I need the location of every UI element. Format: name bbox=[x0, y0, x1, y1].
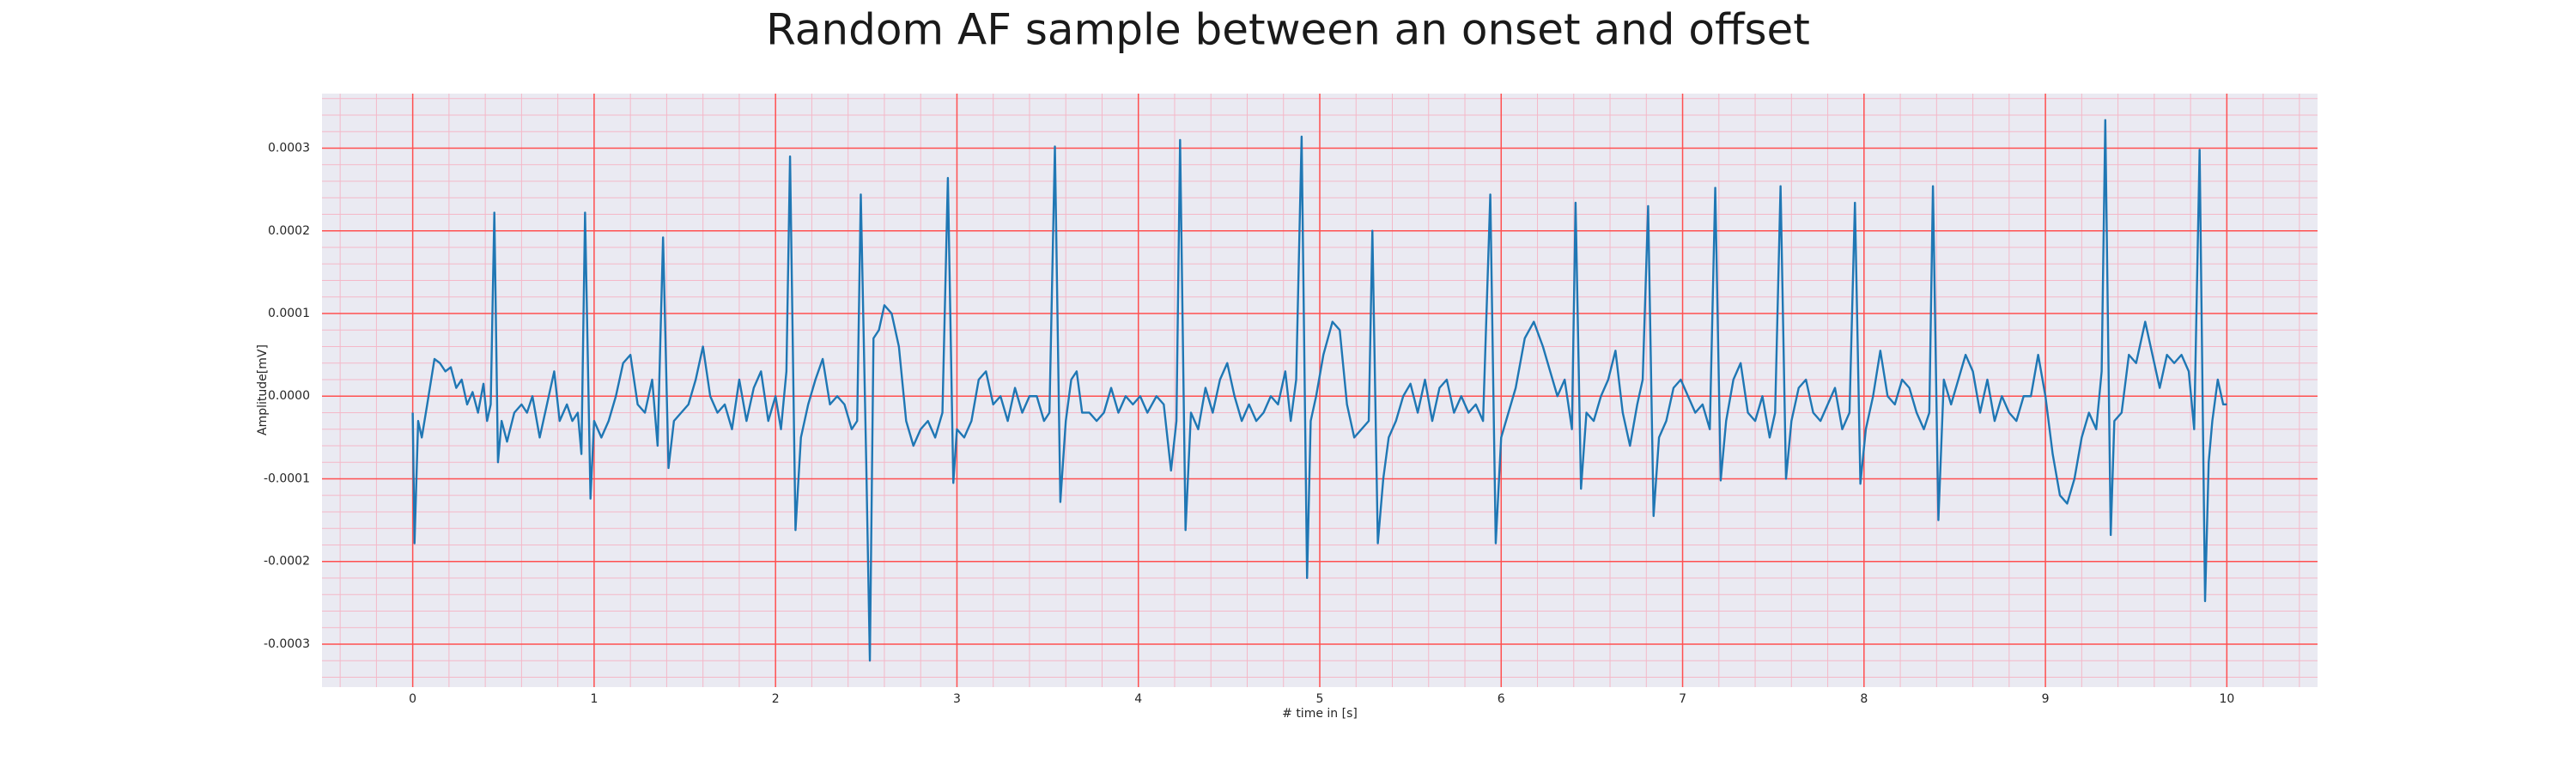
chart-title: Random AF sample between an onset and of… bbox=[766, 5, 1810, 55]
y-tick-label: -0.0003 bbox=[264, 637, 310, 651]
y-tick-label: 0.0003 bbox=[268, 142, 310, 155]
x-tick-label: 10 bbox=[2219, 692, 2234, 706]
x-tick-label: 7 bbox=[1679, 692, 1686, 706]
y-tick-label: 0.0002 bbox=[268, 224, 310, 238]
signal-line bbox=[411, 119, 2227, 662]
x-tick-label: 3 bbox=[953, 692, 961, 706]
y-tick-label: -0.0002 bbox=[264, 555, 310, 569]
x-tick-label: 2 bbox=[772, 692, 780, 706]
y-tick-label: 0.0000 bbox=[268, 389, 310, 403]
x-axis-label: # time in [s] bbox=[1282, 707, 1358, 721]
y-tick-label: 0.0001 bbox=[268, 307, 310, 320]
x-tick-label: 8 bbox=[1860, 692, 1868, 706]
x-tick-label: 9 bbox=[2042, 692, 2050, 706]
y-tick-label: -0.0001 bbox=[264, 472, 310, 485]
x-tick-label: 4 bbox=[1134, 692, 1142, 706]
x-tick-label: 6 bbox=[1498, 692, 1505, 706]
x-tick-label: 5 bbox=[1316, 692, 1324, 706]
x-tick-label: 1 bbox=[590, 692, 598, 706]
x-tick-label: 0 bbox=[409, 692, 416, 706]
y-axis-label: Amplitude[mV] bbox=[256, 344, 270, 435]
